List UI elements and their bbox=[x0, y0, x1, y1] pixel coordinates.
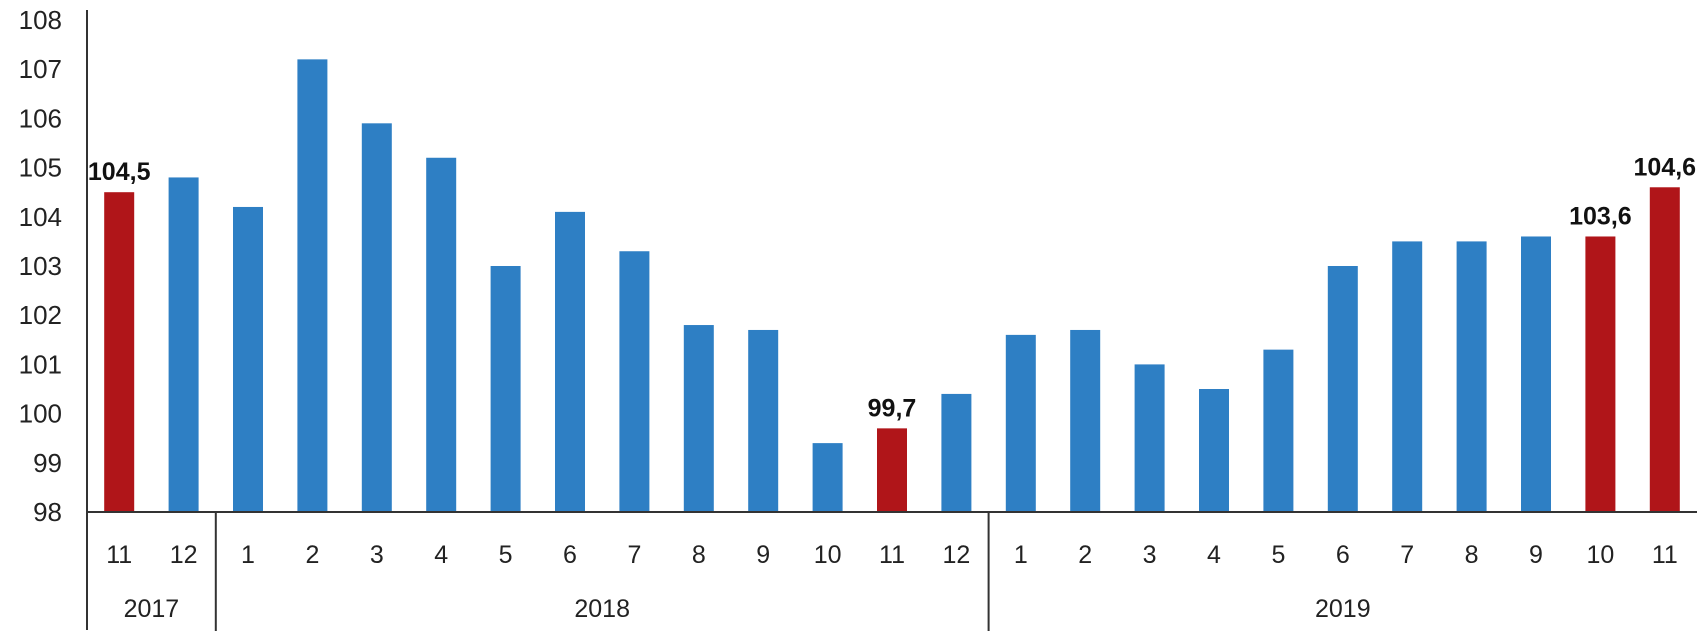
y-tick-label: 105 bbox=[19, 153, 62, 183]
y-tick-label: 102 bbox=[19, 300, 62, 330]
year-group-label: 2019 bbox=[1315, 595, 1371, 623]
bars bbox=[104, 59, 1680, 513]
x-category-label: 1 bbox=[241, 541, 255, 569]
x-category-label: 2 bbox=[1078, 541, 1092, 569]
x-category-label: 6 bbox=[563, 541, 577, 569]
bar bbox=[1456, 241, 1487, 512]
y-tick-label: 101 bbox=[19, 349, 62, 379]
bar bbox=[168, 177, 199, 512]
x-category-label: 5 bbox=[1271, 541, 1285, 569]
year-group-label: 2017 bbox=[124, 595, 180, 623]
y-tick-label: 103 bbox=[19, 251, 62, 281]
x-category-label: 8 bbox=[1465, 541, 1479, 569]
x-category-label: 9 bbox=[756, 541, 770, 569]
year-group-label: 2018 bbox=[574, 595, 630, 623]
data-label: 103,6 bbox=[1569, 202, 1632, 230]
data-label: 99,7 bbox=[868, 394, 917, 422]
x-category-label: 12 bbox=[942, 541, 970, 569]
bar bbox=[812, 443, 843, 512]
bar bbox=[104, 192, 135, 512]
bar bbox=[1005, 334, 1036, 512]
x-category-label: 9 bbox=[1529, 541, 1543, 569]
bar bbox=[1199, 389, 1229, 512]
y-tick-label: 100 bbox=[19, 399, 62, 429]
y-tick-label: 108 bbox=[19, 5, 62, 35]
x-axis-categories: 11 12 1 2 3 4 5 6 7 8 9 10 11 12 1 2 3 4 5 6 7 8 9 10 11 bbox=[106, 541, 1678, 569]
bar bbox=[1392, 241, 1423, 512]
x-category-label: 5 bbox=[499, 541, 513, 569]
x-category-label: 10 bbox=[1586, 541, 1614, 569]
x-category-label: 3 bbox=[370, 541, 384, 569]
x-category-label: 11 bbox=[106, 541, 132, 569]
bar bbox=[361, 123, 392, 512]
x-category-label: 6 bbox=[1336, 541, 1350, 569]
y-tick-label: 104 bbox=[19, 202, 62, 232]
x-category-label: 3 bbox=[1143, 541, 1157, 569]
data-label: 104,5 bbox=[88, 158, 151, 186]
x-category-label: 12 bbox=[170, 541, 198, 569]
x-axis-year-groups: 2017 2018 2019 bbox=[124, 512, 1371, 631]
bar bbox=[490, 266, 521, 512]
bar bbox=[683, 325, 714, 512]
y-tick-label: 98 bbox=[33, 497, 62, 527]
x-category-label: 11 bbox=[1652, 541, 1678, 569]
y-tick-label: 99 bbox=[33, 448, 62, 478]
bar bbox=[1070, 329, 1101, 512]
bar bbox=[1585, 236, 1616, 513]
x-category-label: 4 bbox=[1207, 541, 1221, 569]
bar bbox=[619, 251, 650, 513]
x-category-label: 7 bbox=[1400, 541, 1414, 569]
y-axis-ticks: 98 99 100 101 102 103 104 105 106 107 108 bbox=[19, 5, 62, 527]
bar bbox=[1263, 349, 1294, 512]
bar bbox=[877, 428, 907, 512]
x-category-label: 2 bbox=[305, 541, 319, 569]
x-category-label: 8 bbox=[692, 541, 706, 569]
bar bbox=[1327, 266, 1358, 512]
bar bbox=[748, 329, 779, 512]
x-category-label: 10 bbox=[814, 541, 842, 569]
data-label: 104,6 bbox=[1634, 153, 1697, 181]
bar bbox=[555, 211, 585, 512]
x-category-label: 7 bbox=[627, 541, 641, 569]
y-tick-label: 107 bbox=[19, 54, 62, 84]
bar bbox=[297, 59, 328, 513]
bar bbox=[1521, 236, 1551, 513]
x-category-label: 4 bbox=[434, 541, 448, 569]
bar bbox=[1649, 187, 1680, 512]
bar bbox=[233, 206, 263, 512]
x-category-label: 1 bbox=[1014, 541, 1028, 569]
bar bbox=[941, 393, 972, 512]
bar bbox=[1134, 364, 1165, 512]
bar bbox=[426, 157, 457, 512]
y-tick-label: 106 bbox=[19, 103, 62, 133]
x-category-label: 11 bbox=[879, 541, 905, 569]
